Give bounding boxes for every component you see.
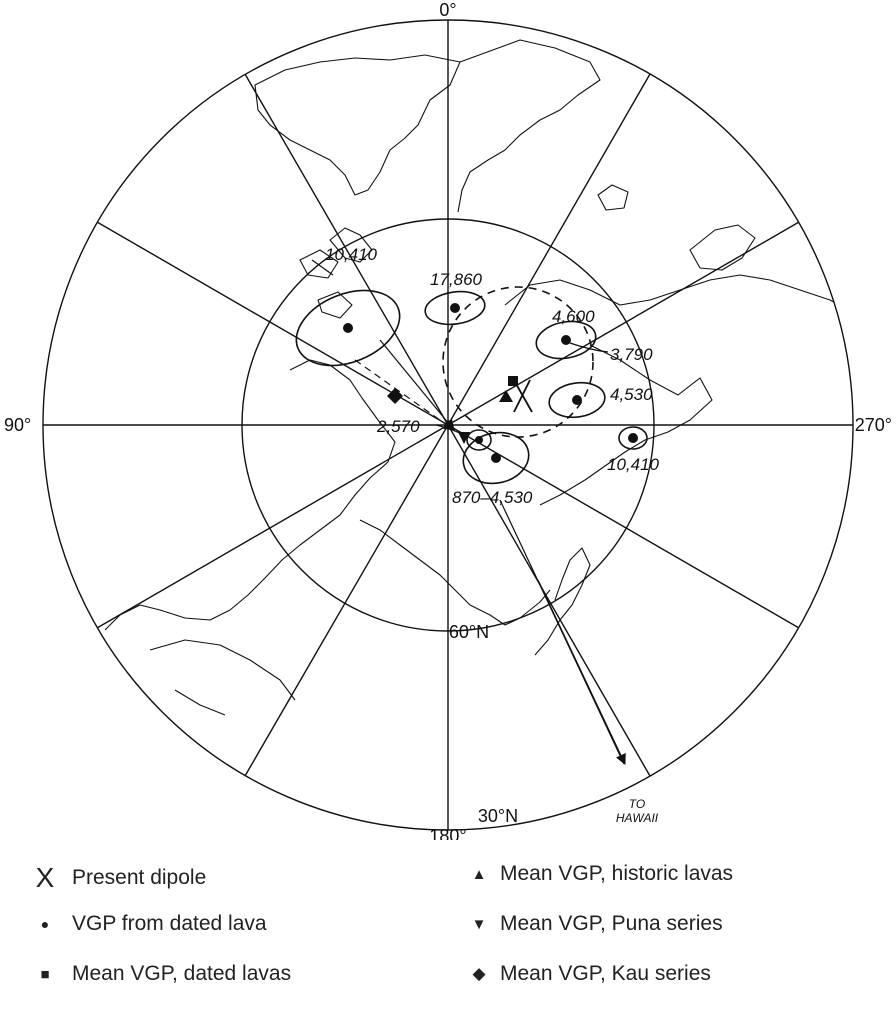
legend-label: Present dipole bbox=[72, 866, 207, 889]
pole-age-d: 3,790 bbox=[610, 345, 653, 364]
diamond-icon: ◆ bbox=[472, 964, 486, 983]
vgp-point bbox=[561, 335, 571, 345]
polar-map: 10,410 17,860 4,600 3,790 4,530 10,410 2… bbox=[4, 0, 892, 840]
triangle-up-icon: ▲ bbox=[471, 865, 487, 883]
vgp-point bbox=[450, 303, 460, 313]
graticule bbox=[42, 19, 854, 831]
pole-age-f: 10,410 bbox=[607, 455, 660, 474]
legend-label: Mean VGP, Kau series bbox=[500, 962, 711, 985]
north-america-coast bbox=[104, 359, 396, 631]
latitude-label-60: 60°N bbox=[449, 622, 489, 642]
legend-label: Mean VGP, dated lavas bbox=[72, 962, 292, 985]
mean-vgp-puna-marker bbox=[458, 432, 470, 444]
longitude-label-top: 0° bbox=[439, 0, 456, 20]
legend-item-mean-vgp-dated: ■ Mean VGP, dated lavas bbox=[28, 962, 291, 986]
hawaii-label-line1: TO bbox=[629, 797, 645, 811]
latitude-label-30: 30°N bbox=[478, 806, 518, 826]
mean-vgp-dated-marker bbox=[508, 376, 518, 386]
legend-item-present-dipole: X Present dipole bbox=[28, 862, 207, 894]
vgp-point bbox=[343, 323, 353, 333]
alaska-coast bbox=[359, 519, 551, 626]
kamchatka-coast bbox=[534, 547, 591, 656]
canadian-archipelago bbox=[299, 227, 373, 319]
triangle-down-icon: ▼ bbox=[471, 915, 487, 933]
pole-age-e: 4,530 bbox=[610, 385, 653, 404]
present-dipole-marker bbox=[513, 379, 533, 413]
pole-age-c: 4,600 bbox=[552, 307, 595, 326]
vgp-point bbox=[475, 436, 483, 444]
longitude-label-right: 270° bbox=[855, 415, 892, 435]
vgp-dot-icon: ● bbox=[40, 916, 50, 932]
legend: X Present dipole ● VGP from dated lava ■… bbox=[0, 858, 896, 1008]
mean-vgp-kau-marker bbox=[387, 388, 403, 404]
svalbard bbox=[597, 184, 629, 211]
pole-age-b: 17,860 bbox=[430, 270, 483, 289]
legend-item-mean-vgp-puna: ▼ Mean VGP, Puna series bbox=[462, 912, 723, 936]
legend-item-vgp-dated: ● VGP from dated lava bbox=[28, 912, 267, 936]
longitude-label-bottom: 180° bbox=[429, 826, 466, 840]
confidence-ellipses bbox=[295, 289, 648, 485]
vgp-points bbox=[343, 303, 638, 463]
pole-age-g: 2,570 bbox=[376, 417, 420, 436]
greenland-east-coast bbox=[457, 39, 601, 213]
mean-vgp-historic-marker bbox=[499, 390, 513, 402]
legend-label: VGP from dated lava bbox=[72, 912, 267, 935]
meridian-lines bbox=[43, 20, 853, 830]
legend-label: Mean VGP, Puna series bbox=[500, 912, 723, 935]
square-icon: ■ bbox=[40, 965, 50, 983]
siberia-coast bbox=[539, 344, 713, 506]
greenland-coast bbox=[254, 54, 461, 196]
legend-item-mean-vgp-kau: ◆ Mean VGP, Kau series bbox=[462, 962, 711, 986]
coastlines bbox=[104, 39, 849, 716]
vgp-point bbox=[628, 433, 638, 443]
longitude-label-left: 90° bbox=[4, 415, 31, 435]
vgp-point bbox=[491, 453, 501, 463]
pole-age-a: 10,410 bbox=[325, 245, 378, 264]
legend-item-mean-vgp-historic: ▲ Mean VGP, historic lavas bbox=[462, 862, 734, 886]
vgp-point bbox=[572, 395, 582, 405]
legend-label: Mean VGP, historic lavas bbox=[500, 862, 734, 885]
eurasia-coast bbox=[504, 274, 849, 311]
leaders bbox=[311, 259, 626, 765]
hawaii-label-line2: HAWAII bbox=[616, 811, 659, 825]
scandinavia-coast bbox=[689, 224, 756, 271]
present-dipole-icon: X bbox=[35, 862, 55, 893]
pole-age-h: 870–4,530 bbox=[452, 488, 533, 507]
aleutian-arc bbox=[149, 639, 296, 716]
